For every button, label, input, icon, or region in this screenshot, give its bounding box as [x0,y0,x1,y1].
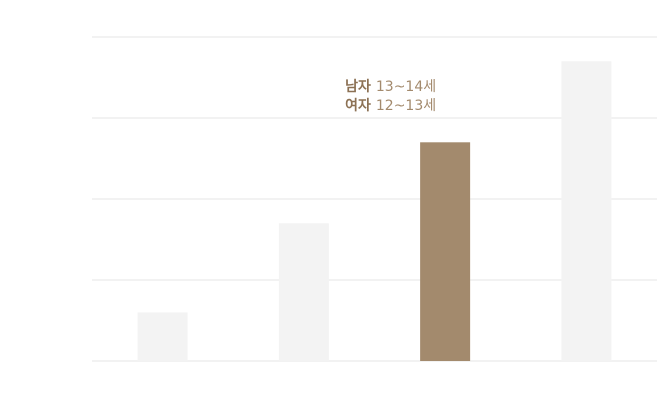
annotation-label: 여자 [345,97,371,114]
annotation-label: 남자 [345,78,371,95]
bar [420,142,471,361]
annotation-text: 13~14세 [376,79,436,95]
bar [278,223,329,361]
bar [561,61,612,362]
annotation: 남자 13~14세 [345,78,436,95]
bar [137,312,188,361]
annotation: 여자 12~13세 [345,97,436,114]
annotation-text: 12~13세 [376,98,436,114]
